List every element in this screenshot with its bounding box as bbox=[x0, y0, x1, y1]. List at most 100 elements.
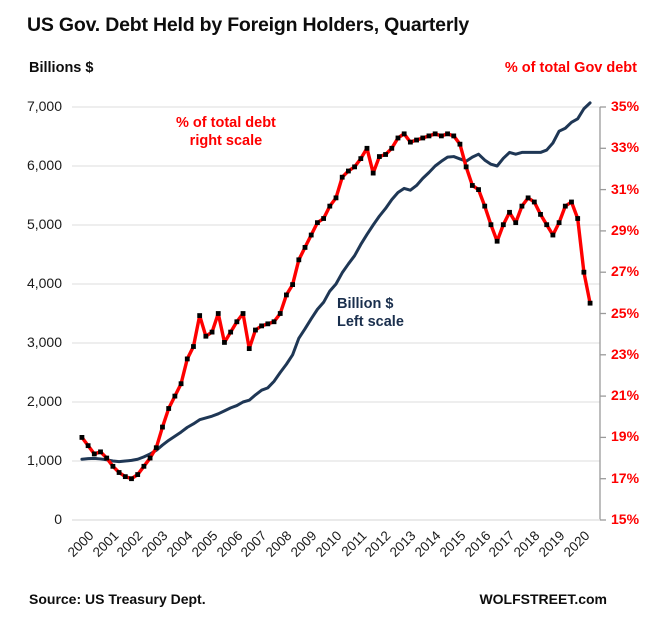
series-marker bbox=[277, 311, 283, 316]
right-axis-tick-label: 15% bbox=[611, 511, 640, 527]
series-marker bbox=[122, 474, 128, 480]
annotation-red-series: % of total debt right scale bbox=[176, 115, 276, 150]
series-line bbox=[80, 132, 592, 481]
series-marker bbox=[296, 257, 302, 263]
series-marker bbox=[333, 195, 339, 201]
series-marker bbox=[469, 183, 475, 188]
series-marker bbox=[587, 300, 593, 306]
series-marker bbox=[116, 470, 122, 475]
right-axis-tick-label: 21% bbox=[611, 387, 640, 404]
series-marker bbox=[240, 311, 246, 316]
series-marker bbox=[166, 406, 172, 411]
series-marker bbox=[222, 340, 227, 345]
series-marker bbox=[569, 199, 574, 205]
series-marker bbox=[345, 168, 351, 174]
series-marker bbox=[494, 238, 500, 244]
annotation-blue-series: Billion $ Left scale bbox=[337, 296, 404, 331]
left-axis-tick-label: 7,000 bbox=[26, 98, 62, 114]
series-marker bbox=[575, 216, 581, 221]
series-marker bbox=[98, 449, 103, 455]
series-marker bbox=[79, 435, 85, 440]
series-line bbox=[80, 101, 592, 464]
left-axis-tick-label: 3,000 bbox=[26, 334, 62, 350]
series-marker bbox=[457, 141, 463, 147]
right-axis-tick-label: 35% bbox=[611, 98, 640, 114]
series-marker bbox=[110, 463, 116, 469]
right-axis-tick-label: 25% bbox=[611, 304, 640, 321]
series-marker bbox=[259, 323, 265, 329]
right-axis-tick-label: 17% bbox=[611, 469, 640, 486]
series-marker bbox=[370, 170, 376, 176]
series-marker bbox=[153, 445, 159, 451]
series-marker bbox=[178, 381, 184, 387]
series-marker bbox=[271, 319, 277, 325]
left-axis-tick-label: 0 bbox=[54, 511, 62, 527]
series-marker bbox=[420, 135, 426, 141]
left-axis-tick-label: 2,000 bbox=[26, 393, 62, 409]
series-marker bbox=[184, 356, 190, 362]
series-marker bbox=[556, 220, 562, 226]
right-axis-tick-label: 27% bbox=[611, 263, 640, 280]
annotation-blue-line2: Left scale bbox=[337, 313, 404, 330]
series-marker bbox=[339, 174, 345, 180]
series-marker bbox=[482, 203, 488, 209]
series-marker bbox=[476, 187, 481, 192]
series-marker bbox=[383, 152, 388, 157]
series-marker bbox=[85, 443, 91, 449]
annotation-red-line2: right scale bbox=[189, 132, 263, 149]
left-axis-tick-label: 6,000 bbox=[26, 157, 62, 173]
series-marker bbox=[414, 137, 419, 143]
series-marker bbox=[426, 133, 432, 139]
series-marker bbox=[445, 131, 450, 137]
series-marker bbox=[321, 216, 327, 221]
right-axis-tick-label: 31% bbox=[611, 180, 640, 197]
series-marker bbox=[302, 245, 308, 250]
series-marker bbox=[308, 232, 314, 238]
series-marker bbox=[513, 220, 519, 226]
series-marker bbox=[544, 222, 550, 228]
series-marker bbox=[550, 232, 556, 238]
right-axis-header: % of total Gov debt bbox=[504, 60, 637, 76]
series-marker bbox=[519, 203, 525, 209]
series-marker bbox=[395, 135, 401, 141]
series-marker bbox=[91, 451, 97, 457]
series-marker bbox=[234, 319, 240, 325]
annotation-blue-line1: Billion $ bbox=[337, 296, 394, 312]
right-axis-tick-label: 33% bbox=[611, 139, 640, 156]
series-marker bbox=[129, 476, 134, 482]
series-marker bbox=[104, 455, 110, 461]
left-axis-tick-label: 4,000 bbox=[26, 275, 62, 291]
series-marker bbox=[538, 211, 543, 217]
right-axis-tick-label: 19% bbox=[611, 428, 640, 445]
left-axis-tick-label: 1,000 bbox=[26, 452, 62, 468]
series-marker bbox=[488, 222, 494, 228]
series-marker bbox=[228, 329, 234, 335]
series-marker bbox=[327, 203, 333, 209]
series-marker bbox=[438, 133, 444, 139]
series-marker bbox=[451, 133, 457, 139]
left-axis-tick-label: 5,000 bbox=[26, 216, 62, 232]
series-marker bbox=[147, 455, 153, 461]
source-note: Source: US Treasury Dept. bbox=[29, 591, 206, 607]
series-marker bbox=[135, 472, 141, 477]
series-marker bbox=[364, 145, 370, 151]
series-marker bbox=[265, 321, 271, 327]
series-marker bbox=[432, 131, 438, 137]
series-marker bbox=[500, 222, 506, 228]
series-marker bbox=[581, 269, 587, 275]
series-marker bbox=[407, 139, 413, 145]
series-marker bbox=[215, 311, 221, 316]
series-marker bbox=[352, 164, 357, 170]
series-marker bbox=[463, 164, 469, 170]
brand-watermark: WOLFSTREET.com bbox=[479, 591, 607, 607]
series-marker bbox=[197, 313, 203, 318]
series-marker bbox=[389, 145, 395, 151]
series-marker bbox=[376, 154, 382, 159]
series-marker bbox=[525, 195, 531, 201]
series-marker bbox=[358, 156, 364, 162]
series-marker bbox=[172, 393, 178, 399]
series-marker bbox=[562, 203, 568, 209]
series-marker bbox=[191, 344, 196, 349]
series-marker bbox=[401, 131, 407, 137]
